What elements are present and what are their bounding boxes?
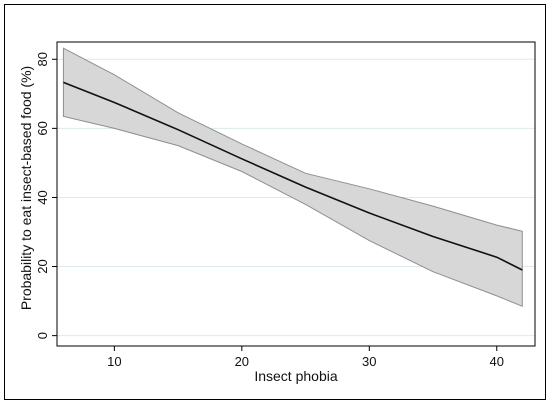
- y-tick-label: 0: [35, 332, 50, 339]
- x-tick-label: 20: [235, 354, 249, 369]
- confidence-band: [62, 47, 523, 308]
- y-axis-label: Probability to eat insect-based food (%): [18, 66, 34, 310]
- plot-frame: [56, 41, 536, 347]
- confidence-band-layer: [62, 47, 523, 308]
- axes: 0 20 40 60 80 10 20 30 40: [35, 52, 504, 369]
- x-axis-label: Insect phobia: [254, 368, 337, 384]
- y-tick-label: 80: [35, 52, 50, 66]
- x-tick-label: 10: [107, 354, 121, 369]
- prediction-line: [63, 81, 523, 271]
- x-tick-label: 30: [362, 354, 376, 369]
- prediction-line-layer: [63, 81, 523, 271]
- y-tick-label: 40: [35, 190, 50, 204]
- x-tick-label: 40: [490, 354, 504, 369]
- y-tick-label: 20: [35, 259, 50, 273]
- y-tick-label: 60: [35, 121, 50, 135]
